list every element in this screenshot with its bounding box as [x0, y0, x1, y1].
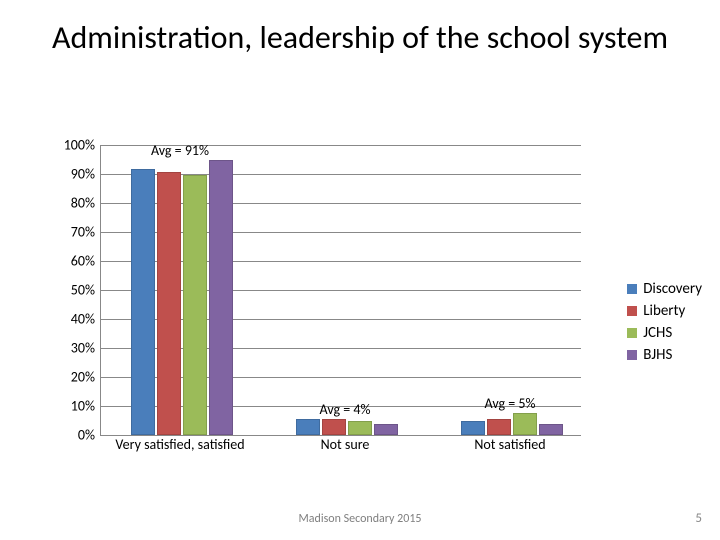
legend: Discovery Liberty JCHS BJHS [627, 280, 702, 368]
legend-item: JCHS [627, 324, 702, 342]
bar [487, 419, 511, 436]
legend-item: Discovery [627, 280, 702, 298]
y-tick-label: 50% [40, 282, 95, 299]
slide-title: Administration, leadership of the school… [0, 0, 720, 57]
bar [296, 419, 320, 436]
bar [461, 421, 485, 435]
bar [131, 169, 155, 435]
bar-cluster [296, 419, 398, 436]
bar-cluster [461, 413, 563, 435]
legend-label: BJHS [643, 346, 672, 364]
legend-label: Discovery [643, 280, 702, 298]
y-tick-label: 80% [40, 195, 95, 212]
plot-area: Avg = 91% Avg = 4% Avg = 5% [100, 145, 581, 436]
y-tick-label: 90% [40, 166, 95, 183]
chart-container: Avg = 91% Avg = 4% Avg = 5% 0% 10% 20% 30% 40%… [40, 145, 600, 465]
legend-label: Liberty [643, 302, 685, 320]
bar [348, 421, 372, 435]
y-tick-label: 20% [40, 369, 95, 386]
y-tick-label: 30% [40, 340, 95, 357]
legend-label: JCHS [643, 324, 672, 342]
bar [513, 413, 537, 435]
bar [183, 175, 207, 435]
legend-swatch [627, 284, 637, 294]
slide-root: Administration, leadership of the school… [0, 0, 720, 540]
annotation-label: Avg = 5% [455, 395, 565, 412]
y-tick-label: 0% [40, 427, 95, 444]
footer-text: Madison Secondary 2015 [0, 512, 720, 526]
y-tick-label: 10% [40, 398, 95, 415]
page-number: 5 [695, 511, 702, 526]
bar [374, 424, 398, 435]
y-tick-label: 60% [40, 253, 95, 270]
y-tick-label: 100% [40, 137, 95, 154]
x-category-label: Not satisfied [445, 437, 575, 453]
x-category-label: Very satisfied, satisfied [115, 437, 245, 453]
legend-swatch [627, 306, 637, 316]
legend-item: Liberty [627, 302, 702, 320]
bar [322, 419, 346, 436]
bar [539, 424, 563, 435]
bar [157, 172, 181, 435]
legend-swatch [627, 328, 637, 338]
legend-swatch [627, 350, 637, 360]
y-tick-label: 40% [40, 311, 95, 328]
x-category-label: Not sure [280, 437, 410, 453]
y-tick-label: 70% [40, 224, 95, 241]
legend-item: BJHS [627, 346, 702, 364]
annotation-label: Avg = 91% [125, 142, 235, 159]
bar [209, 160, 233, 435]
annotation-label: Avg = 4% [290, 401, 400, 418]
bar-cluster [131, 160, 233, 435]
